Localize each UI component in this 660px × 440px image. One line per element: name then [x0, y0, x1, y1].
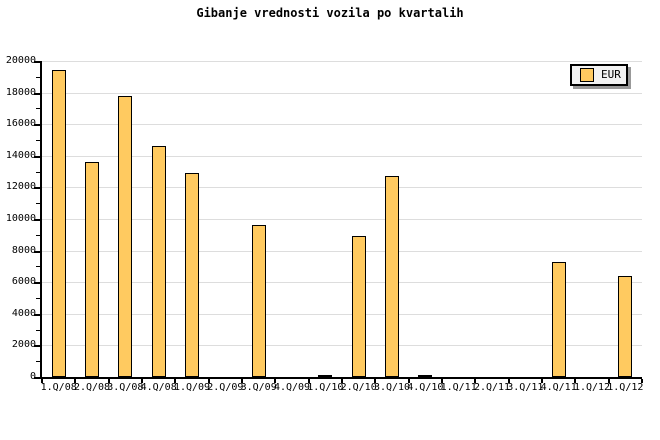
bar	[551, 262, 566, 377]
y-gridline	[42, 282, 642, 284]
x-axis-tick	[441, 379, 443, 383]
legend: EUR	[570, 64, 628, 86]
x-axis-tick	[207, 379, 210, 383]
x-axis-tick	[474, 379, 477, 383]
y-axis-tick-label: 20000	[5, 55, 36, 66]
legend-swatch-icon	[580, 68, 594, 82]
y-gridline	[42, 345, 642, 347]
y-tick-major	[34, 345, 40, 348]
x-axis-tick	[241, 379, 243, 383]
x-axis-category-label: 3.Q/09	[240, 382, 277, 393]
y-gridline	[42, 250, 642, 252]
y-tick-minor	[36, 266, 40, 268]
y-tick-major	[34, 377, 40, 379]
plot-area: 0 2000 4000 6000 8000 10000 12000 14000 16000 180…	[6, 55, 644, 393]
x-axis-category-label: 1.Q/08	[40, 382, 77, 393]
y-tick-minor	[36, 76, 40, 78]
x-axis-category-label: 1.Q/09	[173, 382, 211, 393]
x-axis-category-label: 3.Q/08	[107, 382, 144, 393]
bar	[385, 176, 399, 377]
legend-label: EUR	[601, 68, 621, 81]
y-axis-line	[40, 61, 42, 379]
y-tick-minor	[36, 171, 40, 173]
x-axis-category-label: 4.Q/10	[407, 382, 444, 393]
y-tick-major	[34, 124, 40, 127]
x-axis-category-label: 1.Q/11	[440, 382, 477, 393]
y-axis-tick-label: 16000	[5, 118, 36, 130]
y-tick-major	[34, 282, 40, 285]
y-tick-major	[34, 155, 40, 158]
x-axis-tick	[541, 379, 543, 383]
x-axis-category-label: 4.Q/08	[140, 382, 177, 393]
y-axis-tick-label: 12000	[5, 181, 36, 193]
x-axis-category-label: 1.Q/12	[573, 382, 611, 393]
x-axis-line	[40, 377, 642, 379]
y-tick-major	[34, 61, 40, 63]
x-axis-category-label: 3.Q/10	[373, 382, 411, 393]
x-axis-tick	[607, 379, 610, 383]
y-axis-tick-label: 10000	[5, 213, 36, 224]
bar	[418, 375, 433, 377]
y-tick-minor	[36, 234, 40, 236]
chart-title: Gibanje vrednosti vozila po kvartalih	[196, 6, 464, 20]
y-axis-tick-label: 0	[29, 371, 36, 382]
y-axis-tick-label: 6000	[11, 276, 36, 288]
x-axis-tick	[74, 379, 77, 383]
x-axis-category-label: 1.Q/12	[607, 382, 644, 393]
y-tick-minor	[36, 298, 40, 299]
y-tick-minor	[36, 329, 40, 331]
bar	[318, 375, 333, 377]
x-axis-tick	[141, 379, 143, 383]
y-gridline	[42, 313, 642, 315]
bar	[51, 70, 66, 377]
bar	[251, 225, 266, 377]
x-axis-tick	[174, 379, 177, 383]
bar	[85, 162, 99, 377]
x-axis-category-label: 4.Q/11	[540, 382, 577, 393]
y-gridline	[42, 92, 642, 94]
x-axis-tick	[641, 379, 643, 383]
x-axis-tick	[41, 379, 43, 383]
x-axis-category-label: 1.Q/10	[307, 382, 344, 393]
x-axis-category-label: 3.Q/11	[507, 382, 544, 393]
bar	[118, 96, 133, 377]
x-axis-tick	[274, 379, 277, 383]
x-axis-tick	[407, 379, 410, 383]
y-axis-tick-label: 18000	[5, 86, 36, 98]
y-axis-tick-label: 8000	[11, 244, 36, 256]
x-axis-tick	[341, 379, 343, 383]
y-tick-minor	[36, 140, 40, 141]
x-axis-tick	[307, 379, 310, 383]
y-gridline	[42, 124, 642, 126]
bar	[151, 146, 166, 377]
x-axis-category-label: 2.Q/10	[340, 382, 377, 393]
y-tick-major	[34, 187, 40, 190]
x-axis-tick	[107, 379, 110, 383]
y-tick-major	[34, 219, 40, 221]
x-axis-category-label: 2.Q/11	[473, 382, 511, 393]
bar	[351, 236, 366, 377]
y-gridline	[42, 155, 642, 157]
y-axis-tick-label: 4000	[11, 307, 36, 319]
y-axis-tick-label: 2000	[11, 339, 36, 351]
y-gridline	[42, 219, 642, 220]
x-axis-category-label: 2.Q/08	[73, 382, 111, 393]
y-gridline	[42, 61, 642, 62]
y-tick-major	[34, 250, 40, 253]
bar	[618, 276, 633, 377]
y-tick-minor	[36, 108, 40, 110]
x-axis-tick	[507, 379, 510, 383]
x-axis-category-label: 4.Q/09	[273, 382, 311, 393]
x-axis-tick	[374, 379, 377, 383]
y-axis-tick-label: 14000	[5, 149, 36, 161]
x-axis-tick	[574, 379, 577, 383]
y-tick-minor	[36, 203, 40, 205]
y-gridline	[42, 187, 642, 189]
y-tick-major	[34, 92, 40, 95]
x-axis-category-label: 2.Q/09	[207, 382, 244, 393]
y-tick-minor	[36, 361, 40, 363]
y-tick-major	[34, 313, 40, 316]
bar	[185, 173, 199, 377]
